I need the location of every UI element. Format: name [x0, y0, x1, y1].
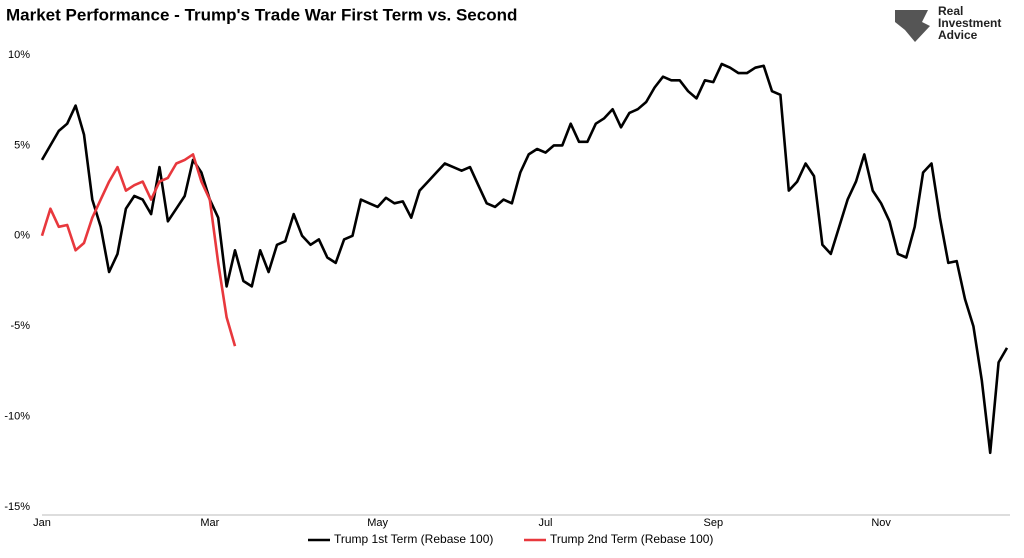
- logo: Real Investment Advice: [895, 4, 1001, 42]
- logo-text: Investment: [938, 16, 1001, 30]
- x-tick-label: Mar: [200, 517, 219, 529]
- line-series: [40, 62, 1009, 455]
- logo-icon: [895, 10, 930, 42]
- y-tick-label: -15%: [4, 501, 30, 513]
- logo-text: Advice: [938, 28, 978, 42]
- y-tick-label: 0%: [14, 230, 30, 242]
- line-series: [40, 153, 237, 347]
- chart-title: Market Performance - Trump's Trade War F…: [6, 5, 517, 24]
- legend-label: Trump 2nd Term (Rebase 100): [550, 532, 713, 546]
- y-tick-label: 5%: [14, 139, 30, 151]
- legend-label: Trump 1st Term (Rebase 100): [334, 532, 493, 546]
- x-tick-label: Sep: [704, 517, 724, 529]
- x-tick-label: Jan: [33, 517, 51, 529]
- y-tick-label: -10%: [4, 411, 30, 423]
- x-tick-label: Jul: [538, 517, 552, 529]
- y-tick-label: 10%: [8, 49, 30, 61]
- x-tick-label: May: [367, 517, 388, 529]
- logo-text: Real: [938, 4, 963, 18]
- x-tick-label: Nov: [871, 517, 891, 529]
- y-tick-label: -5%: [10, 320, 30, 332]
